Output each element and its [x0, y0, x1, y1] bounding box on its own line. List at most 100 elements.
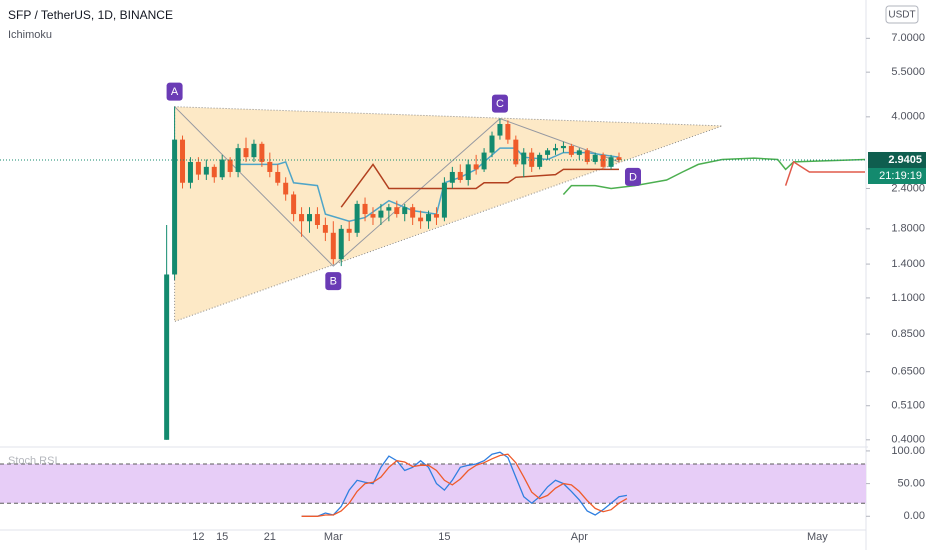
- candle-body: [465, 164, 471, 180]
- candle-body: [481, 152, 487, 170]
- candle-body: [433, 214, 439, 218]
- x-tick-label: 12: [192, 531, 204, 543]
- candle-body: [576, 150, 582, 155]
- indicator-line: [340, 163, 619, 208]
- candle-body: [505, 124, 511, 140]
- indicator-line: [784, 160, 865, 186]
- candle-body: [211, 166, 217, 178]
- y-tick-label: 7.0000: [891, 32, 925, 44]
- candle-body: [545, 150, 551, 155]
- stoch-line: [301, 453, 628, 517]
- candle-body: [608, 157, 614, 167]
- candle-body: [291, 194, 297, 215]
- x-tick-label: May: [807, 531, 828, 543]
- candle-body: [449, 171, 455, 183]
- pattern-label-box: [325, 272, 342, 291]
- band-fill: [0, 463, 866, 504]
- last-price-label: 2.9405: [888, 154, 922, 166]
- pattern-label-box: [166, 82, 183, 101]
- y-tick-label: 1.8000: [891, 223, 925, 235]
- last-price-tag: [868, 151, 926, 168]
- candle-body: [267, 161, 273, 172]
- indicator-title: Stoch RSI: [8, 455, 58, 467]
- candle-body: [441, 182, 447, 218]
- candle-body: [180, 139, 186, 183]
- indicator-line: [562, 157, 866, 196]
- triangle-pattern: [174, 106, 723, 323]
- x-tick-label: 21: [264, 531, 276, 543]
- y-tick-label: 1.1000: [891, 292, 925, 304]
- candle-body: [600, 154, 606, 167]
- y-tick-label: 5.5000: [891, 66, 925, 78]
- candle-body: [275, 171, 281, 183]
- pattern-label-box: [491, 94, 508, 113]
- candle-body: [402, 207, 408, 215]
- candle-body: [537, 154, 543, 167]
- candle-body: [187, 161, 193, 183]
- candle-body: [283, 182, 289, 195]
- candle-body: [299, 214, 305, 222]
- candle-body: [394, 207, 400, 215]
- pattern-label: C: [496, 98, 504, 110]
- y-tick-label: 0.6500: [891, 366, 925, 378]
- candle-body: [584, 150, 590, 162]
- x-tick-label: Mar: [324, 531, 343, 543]
- candle-body: [521, 152, 527, 165]
- y-tick-label: 2.4000: [891, 182, 925, 194]
- candle-body: [473, 164, 479, 170]
- candle-body: [568, 145, 574, 155]
- candle-body: [164, 274, 170, 440]
- candle-body: [560, 145, 566, 149]
- y-tick-label: 0.8500: [891, 328, 925, 340]
- candle-body: [346, 228, 352, 233]
- chart-subtitle: Ichimoku: [8, 29, 52, 41]
- candle-body: [172, 139, 178, 275]
- candle-body: [418, 217, 424, 222]
- stoch-line: [301, 451, 628, 517]
- candle-body: [227, 159, 233, 172]
- y-tick-label: 100.00: [891, 445, 925, 457]
- candle-body: [243, 148, 249, 158]
- pattern-label: D: [629, 171, 637, 183]
- candle-body: [195, 161, 201, 175]
- y-tick-label: 4.0000: [891, 111, 925, 123]
- candle-body: [378, 210, 384, 218]
- candle-body: [489, 135, 495, 153]
- zigzag: [174, 106, 620, 267]
- candle-body: [251, 143, 257, 158]
- candle-body: [592, 154, 598, 162]
- candle-body: [426, 214, 432, 222]
- chart-title: SFP / TetherUS, 1D, BINANCE: [8, 8, 173, 22]
- currency-button[interactable]: [885, 5, 919, 24]
- currency-button-label[interactable]: USDT: [888, 10, 915, 21]
- y-tick-label: 0.4000: [891, 434, 925, 446]
- candle-body: [306, 214, 312, 222]
- candle-body: [219, 159, 225, 178]
- x-tick-label: 15: [438, 531, 450, 543]
- candle-body: [362, 203, 368, 215]
- y-tick-label: 0.5100: [891, 400, 925, 412]
- y-tick-label: 50.00: [897, 478, 925, 490]
- candle-body: [497, 124, 503, 136]
- candle-body: [322, 224, 328, 233]
- candle-body: [354, 203, 360, 233]
- candle-body: [386, 207, 392, 211]
- candle-body: [410, 207, 416, 218]
- candle-body: [616, 157, 622, 161]
- pattern-label: A: [171, 86, 179, 98]
- y-tick-label: 1.4000: [891, 258, 925, 270]
- candle-body: [330, 232, 336, 260]
- candle-body: [553, 148, 559, 151]
- y-tick-label: 0.00: [904, 510, 925, 522]
- candle-body: [513, 139, 519, 165]
- candle-body: [259, 143, 265, 162]
- candle-body: [235, 148, 241, 172]
- candle-body: [370, 214, 376, 218]
- candle-body: [203, 166, 209, 175]
- candle-body: [314, 214, 320, 225]
- countdown-label: 21:19:19: [879, 170, 922, 182]
- x-tick-label: Apr: [571, 531, 588, 543]
- pattern-label: B: [330, 276, 337, 288]
